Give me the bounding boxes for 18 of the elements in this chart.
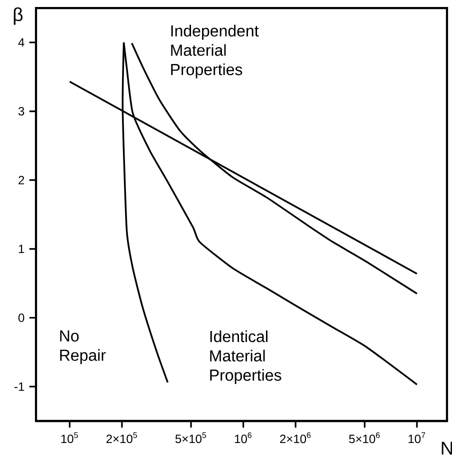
x-tick-label: 10$^{7}$	[408, 432, 426, 444]
x-tick-label: 2×10$^{5}$	[106, 432, 138, 444]
y-tick-label: -1	[14, 382, 24, 391]
x-axis-title: N	[442, 442, 452, 455]
y-tick-label: 4	[18, 38, 24, 47]
annotation: Identical Material Properties	[210, 330, 282, 384]
annotation: No Repair	[60, 330, 106, 364]
y-tick-label: 1	[18, 244, 24, 254]
y-tick-label: 2	[18, 176, 24, 184]
x-tick-label: 2×10$^{6}$	[280, 432, 311, 444]
x-tick-label: 10$^{5}$	[61, 432, 78, 444]
y-axis-title: β	[14, 7, 23, 25]
y-tick-label: 0	[18, 314, 24, 322]
x-tick-label: 5×10$^{6}$	[349, 432, 380, 444]
x-tick-label: 10$^{6}$	[234, 432, 252, 444]
x-tick-label: 5×10$^{5}$	[175, 432, 206, 444]
annotation: Independent Material Properties	[171, 24, 259, 78]
y-tick-label: 3	[18, 107, 24, 116]
